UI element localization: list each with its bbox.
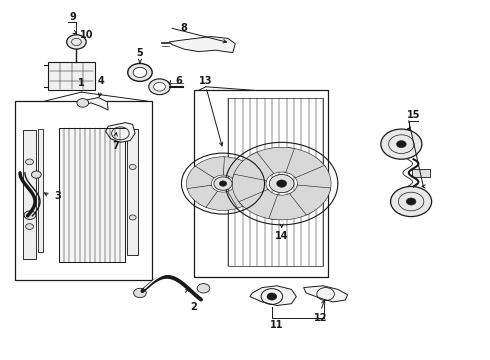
Wedge shape [187,185,218,208]
Wedge shape [284,148,324,178]
Text: 5: 5 [137,48,143,58]
Circle shape [129,215,136,220]
Text: 9: 9 [70,12,76,22]
Circle shape [214,177,232,190]
Circle shape [396,140,406,148]
Polygon shape [81,98,108,110]
Text: 4: 4 [98,76,104,86]
Circle shape [267,293,277,300]
Wedge shape [232,167,260,190]
Bar [412,168,430,177]
Bar [15,101,152,280]
Polygon shape [106,123,135,142]
Text: 3: 3 [54,191,61,201]
Circle shape [128,63,152,81]
Wedge shape [195,157,224,178]
Bar [23,130,36,259]
Bar [194,90,328,277]
Wedge shape [232,174,269,206]
Circle shape [25,159,33,165]
Wedge shape [290,185,331,215]
Circle shape [31,171,41,178]
Circle shape [149,79,170,95]
Wedge shape [251,147,294,175]
Bar [59,129,125,262]
Wedge shape [223,157,252,179]
Circle shape [67,35,86,49]
Bar [228,98,323,266]
Text: 2: 2 [190,302,197,312]
Text: 13: 13 [199,76,213,86]
Wedge shape [228,185,259,208]
Wedge shape [294,161,331,193]
Wedge shape [187,166,214,189]
Text: 7: 7 [112,141,119,151]
Text: 11: 11 [270,320,284,330]
Bar [127,129,138,255]
Polygon shape [169,37,235,53]
Text: 1: 1 [78,78,85,88]
Circle shape [197,284,210,293]
Circle shape [129,165,136,170]
Wedge shape [233,152,274,182]
Circle shape [391,186,432,217]
Circle shape [25,224,33,229]
Circle shape [381,129,422,159]
Circle shape [133,67,147,77]
Bar [38,129,43,252]
Polygon shape [304,286,347,302]
Circle shape [134,288,147,298]
Wedge shape [269,193,312,220]
Text: 14: 14 [275,231,289,240]
Circle shape [219,181,227,186]
Circle shape [24,211,36,220]
Circle shape [276,180,287,187]
Text: 15: 15 [407,111,420,121]
Circle shape [406,198,416,205]
Text: 10: 10 [79,30,93,40]
Text: 8: 8 [180,23,187,33]
Polygon shape [250,286,296,306]
Wedge shape [239,189,280,220]
Circle shape [154,82,165,91]
Circle shape [270,175,294,193]
Bar [49,62,95,90]
Circle shape [77,99,89,107]
Wedge shape [206,191,239,210]
Text: 6: 6 [175,76,182,86]
Text: 12: 12 [314,313,327,323]
